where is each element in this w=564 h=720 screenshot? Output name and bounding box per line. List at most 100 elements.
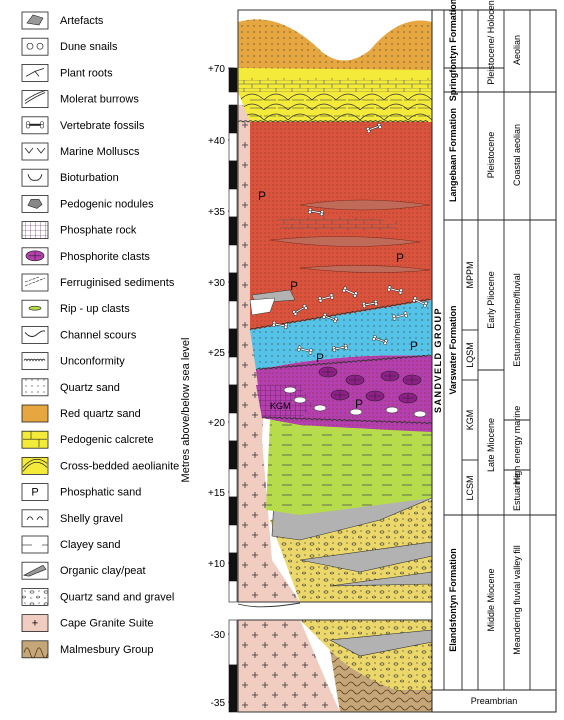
bone-icon (21, 116, 49, 135)
phosphatic-sand-label: P (355, 397, 363, 411)
quartz-sand-icon (21, 378, 49, 397)
bone-icon (297, 345, 313, 355)
legend-item: Quartz sand (21, 378, 120, 397)
bone-icon (318, 293, 334, 303)
bone-icon (272, 320, 288, 330)
env-estuarine: Estuarine (512, 473, 522, 511)
legend-label: Quartz sand and gravel (60, 591, 174, 603)
mppm-label: MPPM (465, 262, 475, 289)
legend-label: Phosphate rock (60, 225, 137, 237)
phosphatic-sand-label: P (410, 339, 418, 353)
legend-label: Shelly gravel (60, 513, 123, 525)
root-icon (21, 64, 49, 82)
legend-item: Molerat burrows (21, 90, 139, 108)
legend-label: Artefacts (60, 15, 104, 27)
env-estuarine-marine-fluvial: Estuarine/marine/fluvial (512, 273, 522, 367)
tick-label: +10 (208, 559, 225, 570)
legend-item: Shelly gravel (21, 509, 123, 528)
phosphate-rock-icon (21, 221, 49, 240)
legend-label: Malmesbury Group (60, 644, 154, 656)
legend-label: Red quartz sand (60, 408, 141, 420)
phosphatic-sand-label: P (258, 189, 266, 203)
calcrete-icon (21, 430, 49, 449)
legend-item: Dune snails (21, 37, 118, 56)
legend-label: Bioturbation (60, 172, 119, 184)
artefact-icon (21, 11, 49, 30)
legend-label: Clayey sand (60, 539, 121, 551)
legend-label: Ferruginised sediments (60, 277, 175, 289)
unconformity-icon (21, 352, 49, 371)
legend-label: Molerat burrows (60, 94, 139, 106)
phosphorite-icon (21, 247, 49, 266)
tick-label: +20 (208, 418, 225, 429)
malmesbury-icon (21, 640, 49, 659)
env-meandering: Meandering fluvial valley fill (512, 545, 522, 655)
legend-item: Unconformity (21, 352, 125, 371)
bone-icon (387, 285, 403, 295)
legend-label: Phosphorite clasts (60, 251, 150, 263)
stratigraphic-section: KGM P P P P P P (237, 9, 433, 713)
langebaan-label: Langebaan Formation (448, 108, 458, 202)
svg-text:P: P (31, 487, 38, 499)
legend-item: Artefacts (21, 11, 104, 30)
legend-label: Cape Granite Suite (60, 618, 154, 630)
elandsfontyn-label: Elandsfontyn Formation (448, 548, 458, 652)
bone-icon (372, 334, 388, 346)
bone-icon (292, 304, 308, 316)
tick-label: +70 (208, 64, 225, 75)
legend-label: Unconformity (60, 356, 125, 368)
legend-label: Marine Molluscs (60, 146, 140, 158)
bone-icon (412, 296, 428, 308)
phosphatic-sand-label: P (290, 279, 298, 293)
phosphatic-sand-icon: P (21, 483, 49, 502)
legend-label: Dune snails (60, 41, 118, 53)
basement-label: Preambrian (471, 696, 518, 706)
legend-item: Red quartz sand (21, 404, 141, 423)
peat-icon (21, 561, 49, 580)
legend-item: P Phosphatic sand (21, 483, 141, 502)
legend-item: Pedogenic nodules (21, 194, 154, 213)
red-quartz-sand-layer (238, 68, 432, 78)
legend-label: Channel scours (60, 329, 137, 341)
svg-text:+: + (32, 618, 38, 630)
legend-label: Phosphatic sand (60, 487, 141, 499)
bone-icon (308, 207, 324, 217)
ripup-icon (21, 299, 49, 318)
tick-label: +35 (208, 207, 225, 218)
unconformity-line (261, 416, 433, 425)
legend-label: Plant roots (60, 67, 113, 79)
legend-label: Pedogenic nodules (60, 198, 154, 210)
legend-item: + Cape Granite Suite (21, 614, 154, 632)
legend-item: Quartz sand and gravel (21, 588, 174, 606)
group-label: SANDVELD GROUP (433, 307, 443, 413)
legend-item: Pedogenic calcrete (21, 430, 154, 449)
red-sand-icon (21, 404, 49, 423)
legend-item: Organic clay/peat (21, 561, 146, 580)
legend: Artefacts Dune snails Plant roots Molerat b… (21, 11, 179, 659)
lqsm-label: LQSM (465, 342, 475, 368)
legend-item: Phosphorite clasts (21, 247, 150, 266)
legend-item: Phosphate rock (21, 221, 137, 240)
scour-icon (21, 325, 49, 344)
phosphatic-sand-label: P (316, 351, 324, 365)
lcsm-label: LCSM (465, 475, 475, 500)
bone-icon (322, 312, 338, 324)
snail-icon (21, 37, 49, 56)
legend-item: Ferruginised sediments (21, 273, 175, 292)
bone-icon (392, 311, 408, 321)
tick-label: +30 (208, 278, 225, 289)
stratigraphic-columns: SANDVELD GROUP Springfontyn Formation La… (431, 0, 557, 713)
env-high-energy-marine: High energy marine (512, 406, 522, 485)
ferruginised-icon (21, 273, 49, 292)
env-aeolian: Aeolian (512, 35, 522, 65)
legend-label: Vertebrate fossils (60, 120, 145, 132)
springfontyn-label: Springfontyn Formation (448, 0, 458, 101)
tick-label: -30 (211, 630, 226, 641)
axis-title: Metres above/below sea level (180, 338, 192, 483)
aeolianite-icon (21, 456, 49, 475)
tick-label: +25 (208, 348, 225, 359)
legend-label: Rip - up clasts (60, 303, 130, 315)
tick-label: +15 (208, 488, 225, 499)
kgm-member-label: KGM (465, 410, 475, 431)
